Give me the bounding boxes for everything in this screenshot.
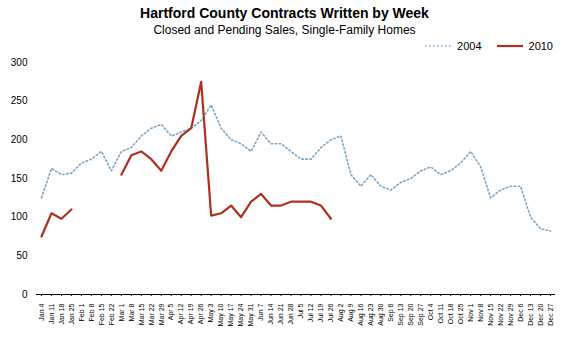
- svg-text:Apr 19: Apr 19: [187, 303, 195, 324]
- html-text:Hartford County Contracts Writ: Hartford County Contracts Written by Wee…: [140, 5, 429, 21]
- html-text:2010: 2010: [528, 40, 553, 52]
- svg-text:Feb 15: Feb 15: [98, 303, 105, 325]
- svg-text:Dec 13: Dec 13: [527, 303, 534, 325]
- svg-text:Jul 26: Jul 26: [327, 303, 334, 322]
- svg-text:Nov 22: Nov 22: [497, 303, 504, 325]
- html-text:Closed and Pending Sales, Sing: Closed and Pending Sales, Single-Family …: [153, 23, 416, 37]
- svg-text:May 24: May 24: [237, 303, 245, 326]
- svg-text:May 3: May 3: [207, 303, 215, 322]
- svg-text:300: 300: [11, 57, 28, 68]
- svg-text:Jan 25: Jan 25: [68, 303, 75, 324]
- svg-text:Jun 14: Jun 14: [267, 303, 274, 324]
- svg-text:Feb 1: Feb 1: [78, 303, 85, 321]
- svg-text:Oct 18: Oct 18: [447, 303, 454, 324]
- svg-text:Oct 25: Oct 25: [457, 303, 464, 324]
- svg-text:Nov 29: Nov 29: [507, 303, 514, 325]
- svg-text:200: 200: [11, 134, 28, 145]
- svg-text:Aug 30: Aug 30: [377, 303, 385, 325]
- svg-text:250: 250: [11, 95, 28, 106]
- svg-text:Aug 9: Aug 9: [347, 303, 355, 321]
- svg-text:Sep 13: Sep 13: [397, 303, 405, 325]
- svg-text:Mar 1: Mar 1: [118, 303, 125, 321]
- svg-text:Jun 21: Jun 21: [277, 303, 284, 324]
- svg-text:Jan 4: Jan 4: [38, 303, 45, 320]
- html-text:2004: 2004: [457, 40, 482, 52]
- svg-text:100: 100: [11, 211, 28, 222]
- svg-text:0: 0: [22, 289, 28, 300]
- svg-text:May 31: May 31: [247, 303, 255, 326]
- svg-text:Jul 5: Jul 5: [297, 303, 304, 318]
- svg-text:Dec 6: Dec 6: [517, 303, 524, 321]
- svg-text:Apr 12: Apr 12: [177, 303, 185, 324]
- svg-text:Apr 26: Apr 26: [197, 303, 205, 324]
- svg-text:Nov 15: Nov 15: [487, 303, 494, 325]
- svg-text:Jun 28: Jun 28: [287, 303, 294, 324]
- svg-text:Jul 19: Jul 19: [317, 303, 324, 322]
- svg-text:150: 150: [11, 173, 28, 184]
- svg-text:Jan 11: Jan 11: [48, 303, 55, 324]
- svg-text:May 10: May 10: [217, 303, 225, 326]
- svg-text:Apr 5: Apr 5: [167, 303, 175, 320]
- svg-text:Mar 29: Mar 29: [157, 303, 164, 325]
- svg-text:Feb 22: Feb 22: [108, 303, 115, 325]
- svg-text:Dec 20: Dec 20: [537, 303, 544, 325]
- svg-text:Mar 22: Mar 22: [148, 303, 155, 325]
- svg-text:Nov 8: Nov 8: [477, 303, 484, 321]
- svg-text:Oct 11: Oct 11: [437, 303, 444, 323]
- svg-text:50: 50: [16, 250, 28, 261]
- svg-text:Aug 16: Aug 16: [357, 303, 365, 325]
- svg-text:Aug 2: Aug 2: [337, 303, 345, 321]
- svg-text:Feb 8: Feb 8: [88, 303, 95, 321]
- svg-text:Jul 12: Jul 12: [307, 303, 314, 322]
- svg-text:Mar 8: Mar 8: [128, 303, 135, 321]
- svg-text:Jan 18: Jan 18: [58, 303, 65, 324]
- svg-text:Sep 27: Sep 27: [417, 303, 425, 325]
- svg-text:May 17: May 17: [227, 303, 235, 326]
- svg-text:Sep 6: Sep 6: [387, 303, 395, 321]
- svg-text:Oct 4: Oct 4: [427, 303, 434, 320]
- svg-text:Dec 27: Dec 27: [547, 303, 554, 325]
- svg-text:Sep 20: Sep 20: [407, 303, 415, 325]
- svg-text:Jun 7: Jun 7: [257, 303, 264, 320]
- svg-text:Nov 1: Nov 1: [467, 303, 474, 321]
- svg-text:Aug 23: Aug 23: [367, 303, 375, 325]
- svg-text:Mar 15: Mar 15: [138, 303, 145, 325]
